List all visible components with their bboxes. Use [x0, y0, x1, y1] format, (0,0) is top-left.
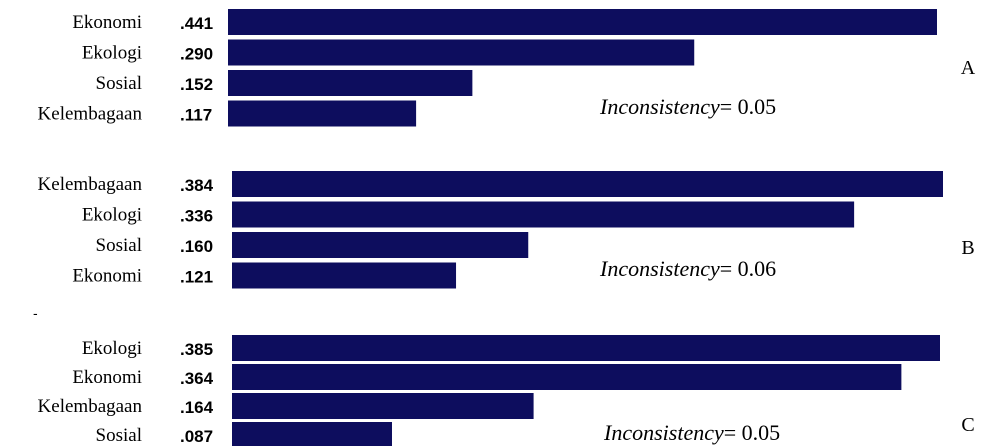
category-label: Sosial: [96, 425, 142, 446]
category-label: Ekologi: [82, 338, 142, 359]
value-label: .385: [180, 340, 213, 359]
category-label: Kelembagaan: [38, 174, 143, 195]
bar: [228, 39, 695, 66]
category-label: Sosial: [96, 73, 142, 94]
value-label: .384: [180, 176, 214, 195]
category-label: Ekologi: [82, 43, 142, 64]
inconsistency-note: Inconsistency= 0.06: [599, 256, 776, 281]
bar: [232, 364, 902, 390]
chart-panel-a: Ekonomi .441 Ekologi .290 Sosial .152 Kelembag…: [38, 9, 976, 127]
bar: [232, 232, 529, 258]
category-label: Ekologi: [82, 205, 142, 226]
panel-label: A: [961, 57, 976, 79]
value-label: .152: [180, 75, 213, 94]
bar: [232, 335, 940, 361]
bar: [232, 171, 943, 197]
inconsistency-word: Inconsistency: [599, 256, 720, 281]
chart-panel-b: Kelembagaan .384 Ekologi .336 Sosial .160 Ekon…: [38, 171, 975, 289]
value-label: .087: [180, 427, 213, 446]
inconsistency-word: Inconsistency: [599, 94, 720, 119]
bar: [232, 393, 534, 419]
value-label: .364: [180, 369, 214, 388]
value-label: .117: [180, 106, 212, 125]
bar: [232, 262, 457, 289]
bar: [228, 9, 937, 35]
value-label: .336: [180, 207, 213, 226]
category-label: Kelembagaan: [38, 104, 143, 125]
inconsistency-note: Inconsistency= 0.05: [603, 420, 780, 445]
panel-label: C: [961, 414, 974, 436]
panel-label: B: [961, 237, 974, 259]
category-label: Ekonomi: [72, 12, 142, 33]
category-label: Kelembagaan: [38, 396, 143, 417]
inconsistency-note: Inconsistency= 0.05: [599, 94, 776, 119]
inconsistency-word: Inconsistency: [603, 420, 724, 445]
chart-panel-c: Ekologi .385 Ekonomi .364 Kelembagaan .164 Sos…: [38, 335, 975, 446]
inconsistency-value: = 0.05: [724, 420, 780, 445]
bar: [232, 422, 392, 446]
value-label: .164: [180, 398, 214, 417]
bar: [232, 201, 855, 228]
value-label: .160: [180, 237, 213, 256]
inconsistency-value: = 0.06: [720, 256, 776, 281]
bar: [228, 100, 417, 127]
value-label: .441: [180, 14, 213, 33]
value-label: .121: [180, 268, 213, 287]
category-label: Ekonomi: [72, 266, 142, 287]
inconsistency-value: = 0.05: [720, 94, 776, 119]
category-label: Ekonomi: [72, 367, 142, 388]
stray-mark: -: [33, 305, 38, 321]
bar: [228, 70, 473, 96]
category-label: Sosial: [96, 235, 142, 256]
value-label: .290: [180, 45, 213, 64]
